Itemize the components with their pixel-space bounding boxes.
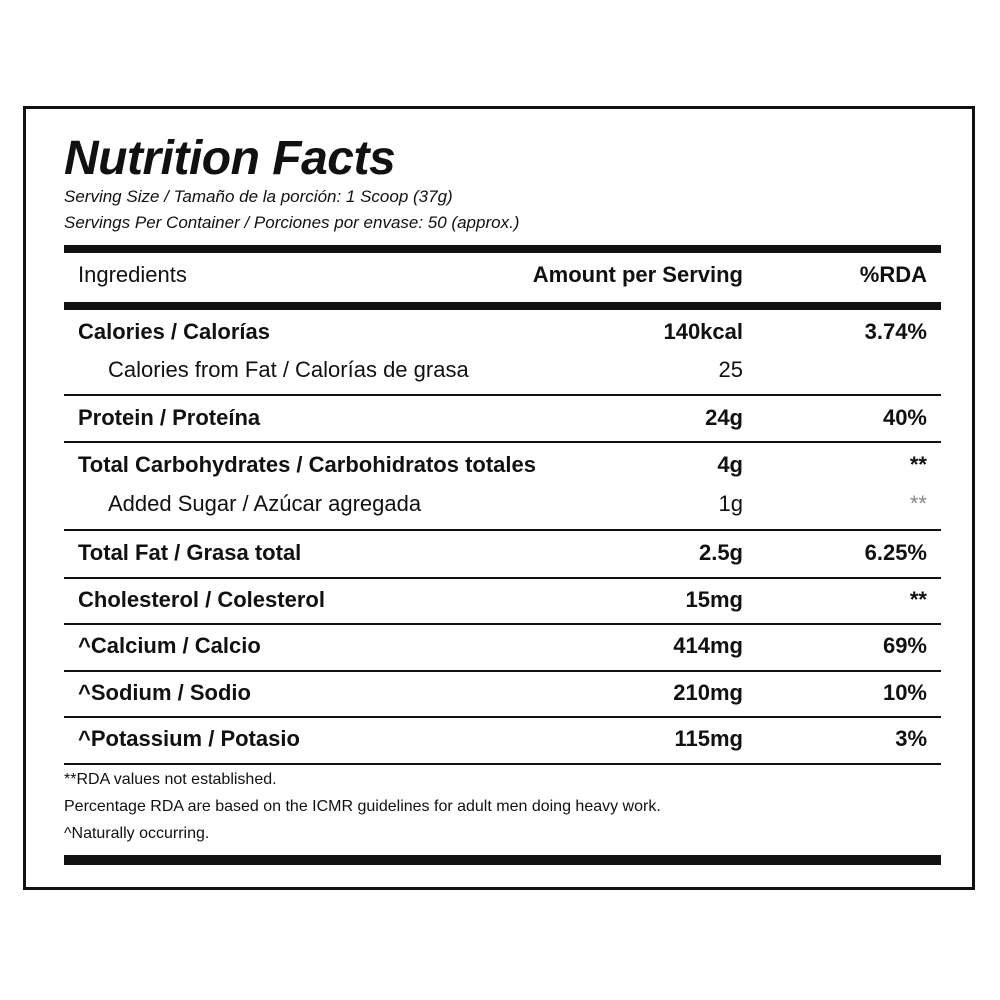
row-separator bbox=[64, 529, 941, 531]
thick-rule bbox=[64, 245, 941, 253]
cell: 24g bbox=[705, 405, 743, 430]
thick-rule bbox=[64, 302, 941, 310]
cell: Ingredients bbox=[78, 262, 187, 287]
cell: Calories / Calorías bbox=[78, 319, 270, 344]
footnote: Percentage RDA are based on the ICMR gui… bbox=[64, 798, 661, 815]
cell: Total Carbohydrates / Carbohidratos tota… bbox=[78, 452, 537, 477]
cell: ^Sodium / Sodio bbox=[78, 680, 251, 705]
cell: 3% bbox=[895, 726, 927, 751]
cell: 1g bbox=[718, 491, 743, 516]
cell: 6.25% bbox=[864, 540, 927, 565]
cell: 414mg bbox=[673, 633, 743, 658]
cell: 10% bbox=[882, 680, 927, 705]
cell: ** bbox=[909, 491, 927, 516]
cell: ^Potassium / Potasio bbox=[78, 726, 300, 751]
row-separator bbox=[64, 670, 941, 672]
cell: ^Calcium / Calcio bbox=[78, 633, 261, 658]
cell: 210mg bbox=[673, 680, 743, 705]
cell: Calories from Fat / Calorías de grasa bbox=[108, 357, 469, 382]
cell: Amount per Serving bbox=[532, 262, 743, 287]
cell: Cholesterol / Colesterol bbox=[78, 587, 325, 612]
cell: 140kcal bbox=[663, 319, 743, 344]
footnote: ^Naturally occurring. bbox=[64, 825, 210, 842]
cell: 69% bbox=[882, 633, 927, 658]
cell: 2.5g bbox=[698, 540, 743, 565]
cell: Added Sugar / Azúcar agregada bbox=[108, 491, 422, 516]
cell: 15mg bbox=[685, 587, 743, 612]
title: Nutrition Facts bbox=[64, 132, 396, 185]
label: Nutrition Facts Serving Size / Tamaño de… bbox=[23, 106, 975, 890]
cell: %RDA bbox=[859, 262, 927, 287]
cell: 3.74% bbox=[864, 319, 927, 344]
cell: ** bbox=[909, 587, 927, 612]
row-separator bbox=[64, 577, 941, 579]
row-separator bbox=[64, 623, 941, 625]
footnote: **RDA values not established. bbox=[64, 771, 277, 788]
cell: Protein / Proteína bbox=[78, 405, 261, 430]
row-separator bbox=[64, 394, 941, 396]
cell: 115mg bbox=[674, 726, 744, 751]
row-separator bbox=[64, 763, 941, 765]
thick-rule bbox=[64, 855, 941, 865]
cell: ** bbox=[909, 452, 927, 477]
serving-size: Serving Size / Tamaño de la porción: 1 S… bbox=[64, 187, 453, 206]
cell: 4g bbox=[717, 452, 743, 477]
cell: Total Fat / Grasa total bbox=[78, 540, 302, 565]
cell: 25 bbox=[718, 357, 743, 382]
row-separator bbox=[64, 441, 941, 443]
cell: 40% bbox=[882, 405, 927, 430]
servings-per-container: Servings Per Container / Porciones por e… bbox=[64, 213, 520, 232]
row-separator bbox=[64, 716, 941, 718]
